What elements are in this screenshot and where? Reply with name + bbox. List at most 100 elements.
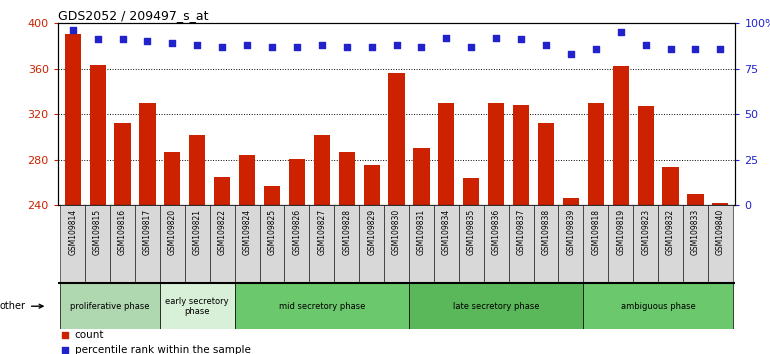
Bar	[464, 178, 480, 205]
Text: GSM109821: GSM109821	[192, 209, 202, 255]
Point	[452, 305, 464, 311]
Bar	[712, 203, 728, 205]
Text: GSM109839: GSM109839	[567, 209, 575, 256]
Point	[291, 44, 303, 50]
Bar	[65, 34, 81, 205]
Text: GSM109825: GSM109825	[267, 209, 276, 255]
Bar	[85, 205, 110, 283]
Bar	[633, 205, 658, 283]
Bar	[160, 205, 185, 283]
Bar	[289, 159, 305, 205]
Bar	[683, 205, 708, 283]
Point	[590, 46, 602, 51]
Bar	[60, 283, 160, 329]
Bar	[89, 65, 105, 205]
Bar	[459, 205, 484, 283]
Text: count: count	[75, 330, 104, 341]
Bar	[310, 205, 334, 283]
Text: GSM109834: GSM109834	[442, 209, 451, 256]
Point	[66, 28, 79, 33]
Text: GSM109824: GSM109824	[243, 209, 252, 255]
Text: GSM109840: GSM109840	[716, 209, 725, 256]
Bar	[60, 205, 85, 283]
Point	[614, 29, 627, 35]
Bar	[513, 105, 529, 205]
Text: GSM109832: GSM109832	[666, 209, 675, 255]
Bar	[558, 205, 584, 283]
Point	[366, 44, 378, 50]
Bar	[388, 73, 405, 205]
Point	[452, 170, 464, 176]
Bar	[334, 205, 359, 283]
Point	[440, 35, 453, 40]
Bar	[584, 205, 608, 283]
Bar	[538, 123, 554, 205]
Text: GSM109827: GSM109827	[317, 209, 326, 255]
Bar	[413, 148, 430, 205]
Bar	[662, 167, 678, 205]
Bar	[284, 205, 310, 283]
Point	[191, 42, 203, 48]
Point	[415, 44, 427, 50]
Text: other: other	[0, 301, 43, 311]
Text: GSM109838: GSM109838	[541, 209, 551, 255]
Bar	[588, 103, 604, 205]
Bar	[214, 177, 230, 205]
Text: GSM109831: GSM109831	[417, 209, 426, 255]
Bar	[409, 205, 434, 283]
Text: GSM109817: GSM109817	[143, 209, 152, 255]
Point	[266, 44, 278, 50]
Text: GSM109818: GSM109818	[591, 209, 601, 255]
Text: GSM109822: GSM109822	[218, 209, 226, 255]
Bar	[259, 205, 284, 283]
Point	[515, 36, 527, 42]
Text: GSM109830: GSM109830	[392, 209, 401, 256]
Bar	[584, 283, 733, 329]
Point	[241, 42, 253, 48]
Text: mid secretory phase: mid secretory phase	[279, 302, 365, 311]
Bar	[313, 135, 330, 205]
Bar	[164, 152, 180, 205]
Text: GSM109823: GSM109823	[641, 209, 650, 255]
Point	[564, 51, 577, 57]
Text: GSM109835: GSM109835	[467, 209, 476, 256]
Bar	[160, 283, 235, 329]
Bar	[235, 283, 409, 329]
Bar	[708, 205, 733, 283]
Text: GSM109815: GSM109815	[93, 209, 102, 255]
Text: GDS2052 / 209497_s_at: GDS2052 / 209497_s_at	[58, 9, 208, 22]
Point	[665, 46, 677, 51]
Bar	[339, 152, 355, 205]
Text: GSM109829: GSM109829	[367, 209, 376, 255]
Bar	[359, 205, 384, 283]
Point	[116, 36, 129, 42]
Text: percentile rank within the sample: percentile rank within the sample	[75, 345, 250, 354]
Bar	[638, 106, 654, 205]
Text: GSM109814: GSM109814	[69, 209, 77, 255]
Bar	[209, 205, 235, 283]
Point	[316, 42, 328, 48]
Point	[490, 35, 502, 40]
Text: GSM109816: GSM109816	[118, 209, 127, 255]
Text: ambiguous phase: ambiguous phase	[621, 302, 695, 311]
Point	[141, 38, 153, 44]
Text: GSM109826: GSM109826	[293, 209, 301, 255]
Text: GSM109837: GSM109837	[517, 209, 526, 256]
Bar	[613, 66, 629, 205]
Bar	[438, 103, 454, 205]
Bar	[235, 205, 259, 283]
Text: GSM109828: GSM109828	[342, 209, 351, 255]
Point	[216, 44, 229, 50]
Bar	[384, 205, 409, 283]
Bar	[185, 205, 209, 283]
Text: early secretory
phase: early secretory phase	[166, 297, 229, 316]
Bar	[688, 194, 704, 205]
Point	[640, 42, 652, 48]
Bar	[608, 205, 633, 283]
Text: late secretory phase: late secretory phase	[453, 302, 540, 311]
Bar	[434, 205, 459, 283]
Bar	[110, 205, 135, 283]
Bar	[484, 205, 509, 283]
Bar	[409, 283, 584, 329]
Bar	[563, 199, 579, 205]
